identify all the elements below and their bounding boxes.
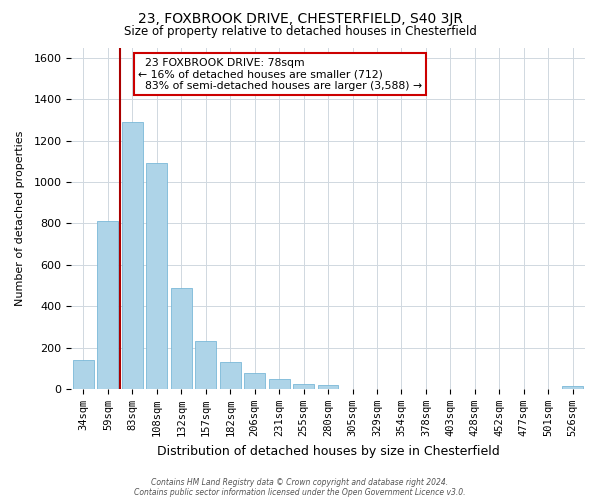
Bar: [293, 384, 314, 389]
Text: 23 FOXBROOK DRIVE: 78sqm
← 16% of detached houses are smaller (712)
  83% of sem: 23 FOXBROOK DRIVE: 78sqm ← 16% of detach…: [138, 58, 422, 91]
Bar: [317, 385, 338, 389]
Bar: [73, 360, 94, 389]
Bar: [196, 342, 216, 389]
Bar: [269, 378, 290, 389]
Bar: [244, 374, 265, 389]
Bar: [220, 362, 241, 389]
Bar: [171, 288, 191, 389]
Bar: [122, 122, 143, 389]
Text: 23, FOXBROOK DRIVE, CHESTERFIELD, S40 3JR: 23, FOXBROOK DRIVE, CHESTERFIELD, S40 3J…: [137, 12, 463, 26]
Text: Contains HM Land Registry data © Crown copyright and database right 2024.
Contai: Contains HM Land Registry data © Crown c…: [134, 478, 466, 497]
Text: Size of property relative to detached houses in Chesterfield: Size of property relative to detached ho…: [124, 25, 476, 38]
Bar: [97, 222, 118, 389]
Bar: [562, 386, 583, 389]
X-axis label: Distribution of detached houses by size in Chesterfield: Distribution of detached houses by size …: [157, 444, 499, 458]
Bar: [146, 164, 167, 389]
Y-axis label: Number of detached properties: Number of detached properties: [15, 130, 25, 306]
